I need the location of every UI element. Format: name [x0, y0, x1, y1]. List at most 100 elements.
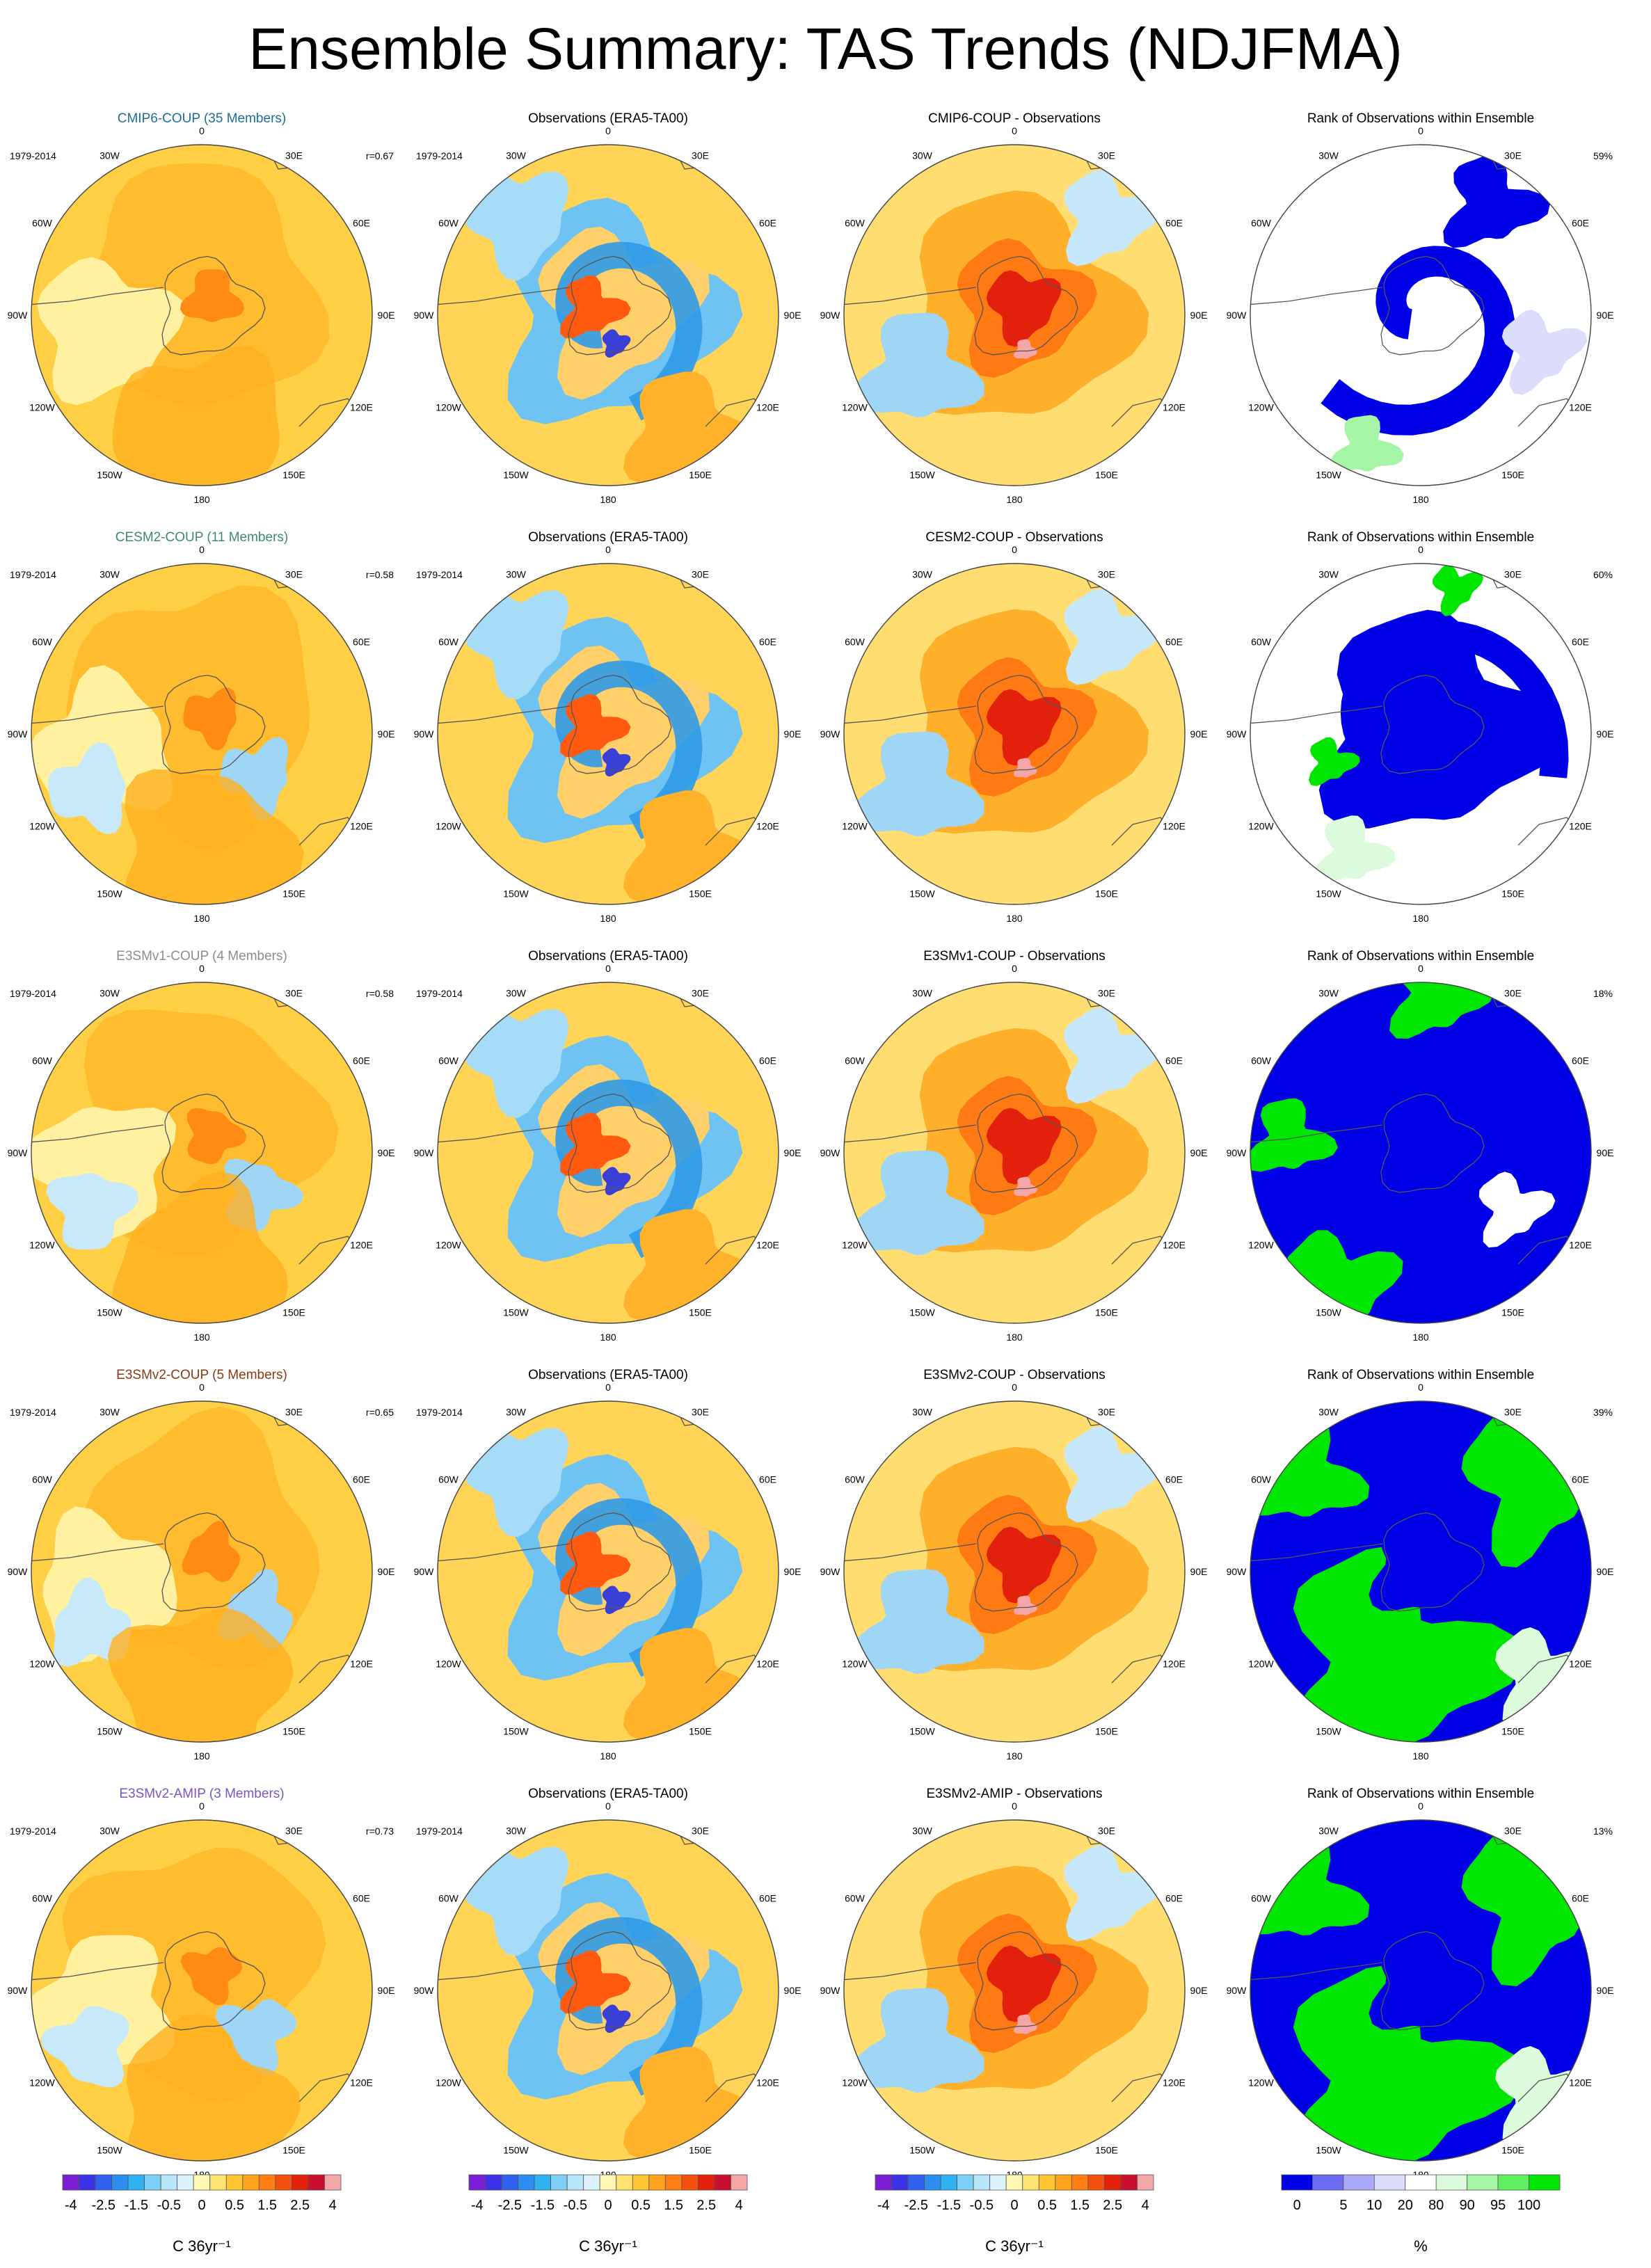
longitude-label: 150E [282, 1307, 305, 1318]
longitude-label: 60W [32, 1474, 53, 1485]
longitude-label: 90W [414, 310, 435, 321]
colorbar-units: C 36yr⁻¹ [173, 2237, 231, 2255]
diff-title: CESM2-COUP - Observations [925, 530, 1103, 545]
obs-title: Observations (ERA5-TA00) [528, 1368, 688, 1382]
longitude-label: 60W [438, 1474, 459, 1485]
longitude-label: 120W [29, 402, 55, 413]
colorbar-swatch [177, 2174, 194, 2191]
rank-title: Rank of Observations within Ensemble [1307, 530, 1535, 545]
longitude-label: 60E [1572, 1055, 1589, 1067]
map-border [31, 982, 373, 1324]
longitude-label: 90E [1190, 1566, 1208, 1577]
colorbar-tick-label: -1.5 [937, 2198, 961, 2213]
colorbar-tick-label: 80 [1428, 2198, 1444, 2213]
longitude-label: 30W [912, 988, 933, 999]
colorbar-tick-label: 4 [1142, 2198, 1149, 2213]
longitude-label: 30W [99, 150, 120, 161]
longitude-label: 0 [1418, 125, 1423, 136]
correlation-label: r=0.65 [365, 1407, 394, 1418]
correlation-label: r=0.58 [365, 988, 394, 999]
map-field [438, 564, 779, 904]
colorbar-tick-label: 0.5 [225, 2198, 244, 2213]
trend-colorbar-2: -4 -2.5 -1.5 -0.5 0 0.5 1.5 2.5 4 C 36yr⁻¹ [413, 2165, 803, 2262]
colorbar-swatch [144, 2174, 161, 2191]
colorbar-swatch [648, 2174, 666, 2191]
colorbar-tick-label: -2.5 [904, 2198, 928, 2213]
colorbar-swatch [731, 2174, 748, 2191]
colorbar-swatch [1022, 2174, 1039, 2191]
longitude-label: 90W [1227, 1566, 1247, 1577]
longitude-label: 120E [1569, 2077, 1592, 2089]
longitude-label: 90W [820, 1147, 841, 1158]
obs-title: Observations (ERA5-TA00) [528, 530, 688, 545]
longitude-label: 60E [1165, 1893, 1183, 1904]
longitude-label: 120W [842, 821, 868, 832]
longitude-label: 150W [909, 2145, 935, 2156]
longitude-label: 90E [784, 1147, 801, 1158]
longitude-label: 90E [784, 728, 801, 740]
longitude-label: 0 [199, 1800, 205, 1812]
colorbar-swatch [550, 2174, 568, 2191]
longitude-label: 120E [350, 2077, 373, 2089]
longitude-label: 30W [1318, 1826, 1339, 1837]
longitude-label: 90W [414, 1985, 435, 1996]
longitude-label: 150E [1095, 1726, 1118, 1737]
longitude-label: 90E [1597, 728, 1614, 740]
longitude-label: 30E [1504, 150, 1522, 161]
longitude-label: 180 [193, 494, 210, 505]
longitude-label: 30W [506, 1407, 527, 1418]
colorbar-swatch [1529, 2174, 1561, 2191]
obs-title: Observations (ERA5-TA00) [528, 1787, 688, 1801]
colorbar-units: % [1414, 2237, 1428, 2255]
longitude-label: 120E [756, 1240, 779, 1251]
diff-panel: E3SMv2-COUP - Observations 0 30E 60E 90E 120E… [820, 1368, 1209, 1785]
longitude-label: 0 [1012, 1382, 1017, 1393]
map-border [31, 1400, 373, 1743]
model-title: CMIP6-COUP (35 Members) [117, 111, 287, 126]
map-field [438, 1401, 779, 1742]
longitude-label: 150W [1316, 470, 1341, 481]
longitude-label: 30E [285, 569, 303, 580]
longitude-label: 180 [600, 494, 616, 505]
longitude-label: 150W [909, 1726, 935, 1737]
obs-panel: Observations (ERA5-TA00) 1979-2014 0 30E 60E… [413, 530, 803, 948]
longitude-label: 150E [1501, 1726, 1524, 1737]
longitude-label: 60E [1572, 1893, 1589, 1904]
longitude-label: 120E [1569, 1240, 1592, 1251]
colorbar-swatch [875, 2174, 892, 2191]
colorbar-swatch [566, 2174, 584, 2191]
longitude-label: 30W [506, 1826, 527, 1837]
longitude-label: 30E [285, 150, 303, 161]
longitude-label: 150W [909, 1307, 935, 1318]
colorbar-swatch [714, 2174, 731, 2191]
longitude-label: 60W [438, 1893, 459, 1904]
longitude-label: 30E [692, 1407, 709, 1418]
longitude-label: 120W [1248, 1240, 1274, 1251]
longitude-label: 90E [378, 1566, 395, 1577]
period-label: 1979-2014 [10, 988, 56, 999]
longitude-label: 150E [689, 1726, 712, 1737]
longitude-label: 150E [689, 1307, 712, 1318]
longitude-label: 0 [1418, 544, 1423, 555]
longitude-label: 90W [8, 1566, 29, 1577]
colorbar-tick-label: 5 [1339, 2198, 1347, 2213]
longitude-label: 150W [503, 2145, 529, 2156]
colorbar-swatch [1343, 2174, 1375, 2191]
colorbar-swatch [534, 2174, 552, 2191]
period-label: 1979-2014 [10, 569, 56, 580]
longitude-label: 120E [350, 1659, 373, 1670]
map-border [31, 1819, 373, 2162]
longitude-label: 60W [438, 1055, 459, 1067]
longitude-label: 0 [199, 1382, 205, 1393]
longitude-label: 120E [350, 1240, 373, 1251]
map-border [437, 1400, 779, 1743]
longitude-label: 30E [1504, 988, 1522, 999]
colorbar-tick-label: 2.5 [290, 2198, 310, 2213]
map-border [1250, 1819, 1592, 2162]
colorbar-swatch [1467, 2174, 1499, 2191]
obs-title: Observations (ERA5-TA00) [528, 111, 688, 126]
longitude-label: 180 [600, 913, 616, 924]
